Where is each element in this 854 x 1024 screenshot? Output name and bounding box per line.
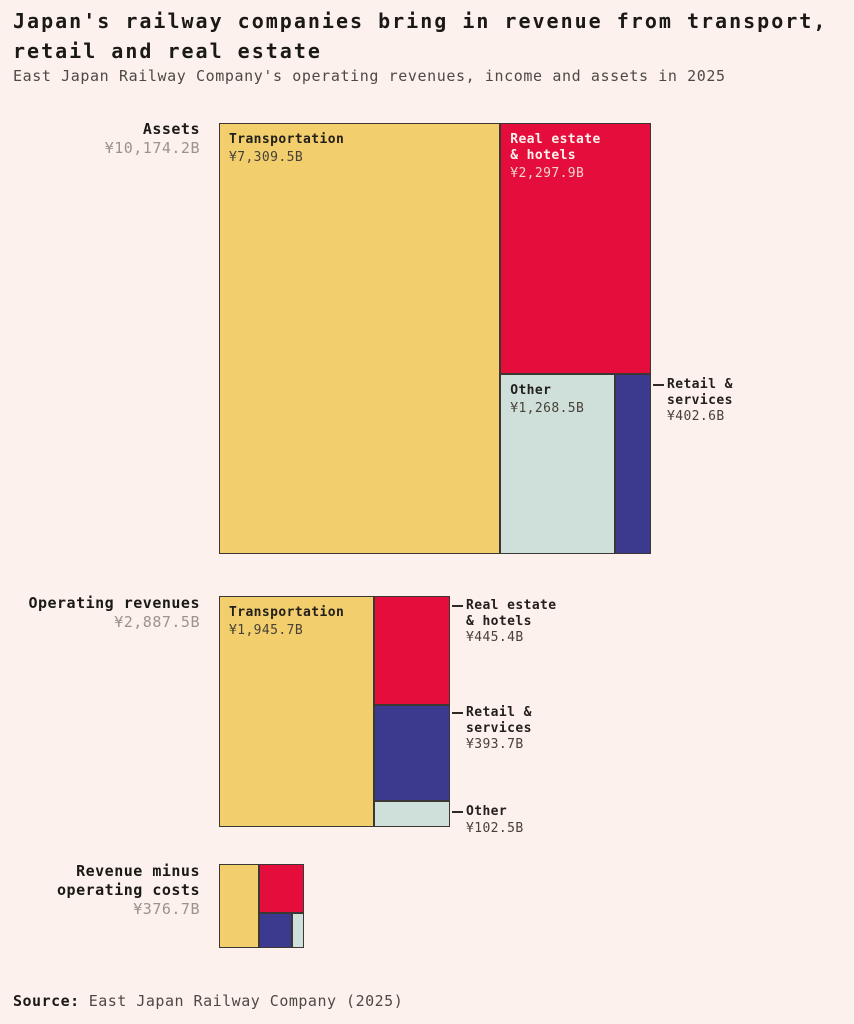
callout-operating-revenues-real-estate-hotels: Real estate & hotels ¥445.4B xyxy=(466,598,557,646)
segment-name-retail-services: Retail & services xyxy=(667,377,733,408)
cell-label-assets-real-estate-hotels: Real estate & hotels ¥2,297.9B xyxy=(501,124,650,190)
source-text: East Japan Railway Company (2025) xyxy=(88,992,404,1010)
group-name-assets: Assets xyxy=(142,120,200,138)
cell-label-assets-transportation: Transportation ¥7,309.5B xyxy=(220,124,499,174)
segment-value-retail-services: ¥402.6B xyxy=(667,409,725,424)
segment-value-transportation: ¥1,945.7B xyxy=(229,623,304,638)
segment-name-other: Other xyxy=(510,383,552,399)
segment-value-other: ¥1,268.5B xyxy=(510,401,585,417)
segment-name-real-estate-hotels: Real estate & hotels xyxy=(466,598,557,629)
segment-value-transportation: ¥7,309.5B xyxy=(229,150,304,165)
segment-name-transportation: Transportation xyxy=(229,605,345,620)
cell-revenue-minus-operating-costs-real-estate-hotels xyxy=(258,864,304,913)
cell-assets-retail-services xyxy=(615,374,651,554)
segment-value-real-estate-hotels: ¥2,297.9B xyxy=(510,166,585,181)
group-total-assets: ¥10,174.2B xyxy=(104,139,200,157)
callout-operating-revenues-other: Other ¥102.5B xyxy=(466,804,524,836)
group-label-assets: Assets ¥10,174.2B xyxy=(14,120,200,158)
callout-connector-assets-retail-services xyxy=(653,384,664,386)
group-label-revenue-minus-operating-costs: Revenue minus operating costs ¥376.7B xyxy=(14,862,200,919)
group-total-revenue-minus-operating-costs: ¥376.7B xyxy=(133,900,200,918)
cell-label-operating-revenues-transportation: Transportation ¥1,945.7B xyxy=(220,597,373,647)
segment-name-other: Other xyxy=(466,804,508,819)
segment-name-real-estate-hotels: Real estate & hotels xyxy=(510,132,601,163)
segment-value-retail-services: ¥393.7B xyxy=(466,737,524,752)
callout-connector-operating-revenues-real-estate-hotels xyxy=(452,605,463,607)
page-title: Japan's railway companies bring in reven… xyxy=(13,9,828,63)
group-total-operating-revenues: ¥2,887.5B xyxy=(114,613,200,631)
cell-operating-revenues-real-estate-hotels xyxy=(374,596,450,706)
cell-revenue-minus-operating-costs-transportation xyxy=(219,864,259,948)
group-name-revenue-minus-operating-costs: Revenue minus operating costs xyxy=(57,862,200,899)
source-label: Source: xyxy=(13,992,80,1010)
cell-label-assets-other: Other ¥1,268.5B xyxy=(501,375,614,425)
cell-revenue-minus-operating-costs-retail-services xyxy=(258,912,292,948)
callout-connector-operating-revenues-retail-services xyxy=(452,712,463,714)
segment-value-real-estate-hotels: ¥445.4B xyxy=(466,630,524,645)
source-note: Source: East Japan Railway Company (2025) xyxy=(13,992,403,1010)
treemap-operating-revenues: Transportation ¥1,945.7B xyxy=(219,596,450,827)
segment-name-retail-services: Retail & services xyxy=(466,705,532,736)
segment-name-transportation: Transportation xyxy=(229,132,345,147)
cell-assets-transportation: Transportation ¥7,309.5B xyxy=(219,123,501,554)
group-label-operating-revenues: Operating revenues ¥2,887.5B xyxy=(14,594,200,632)
treemap-revenue-minus-operating-costs xyxy=(219,864,304,948)
callout-connector-operating-revenues-other xyxy=(452,811,463,813)
segment-value-other: ¥102.5B xyxy=(466,820,524,836)
cell-revenue-minus-operating-costs-other xyxy=(291,912,304,948)
group-name-operating-revenues: Operating revenues xyxy=(28,594,200,612)
page-subtitle: East Japan Railway Company's operating r… xyxy=(13,67,726,85)
cell-assets-real-estate-hotels: Real estate & hotels ¥2,297.9B xyxy=(500,123,651,375)
cell-operating-revenues-retail-services xyxy=(374,705,450,802)
callout-assets-retail-services: Retail & services ¥402.6B xyxy=(667,377,733,425)
cell-assets-other: Other ¥1,268.5B xyxy=(500,374,616,554)
treemap-assets: Transportation ¥7,309.5B Real estate & hot… xyxy=(219,123,651,554)
cell-operating-revenues-transportation: Transportation ¥1,945.7B xyxy=(219,596,374,827)
callout-operating-revenues-retail-services: Retail & services ¥393.7B xyxy=(466,705,532,753)
cell-operating-revenues-other xyxy=(374,801,450,827)
